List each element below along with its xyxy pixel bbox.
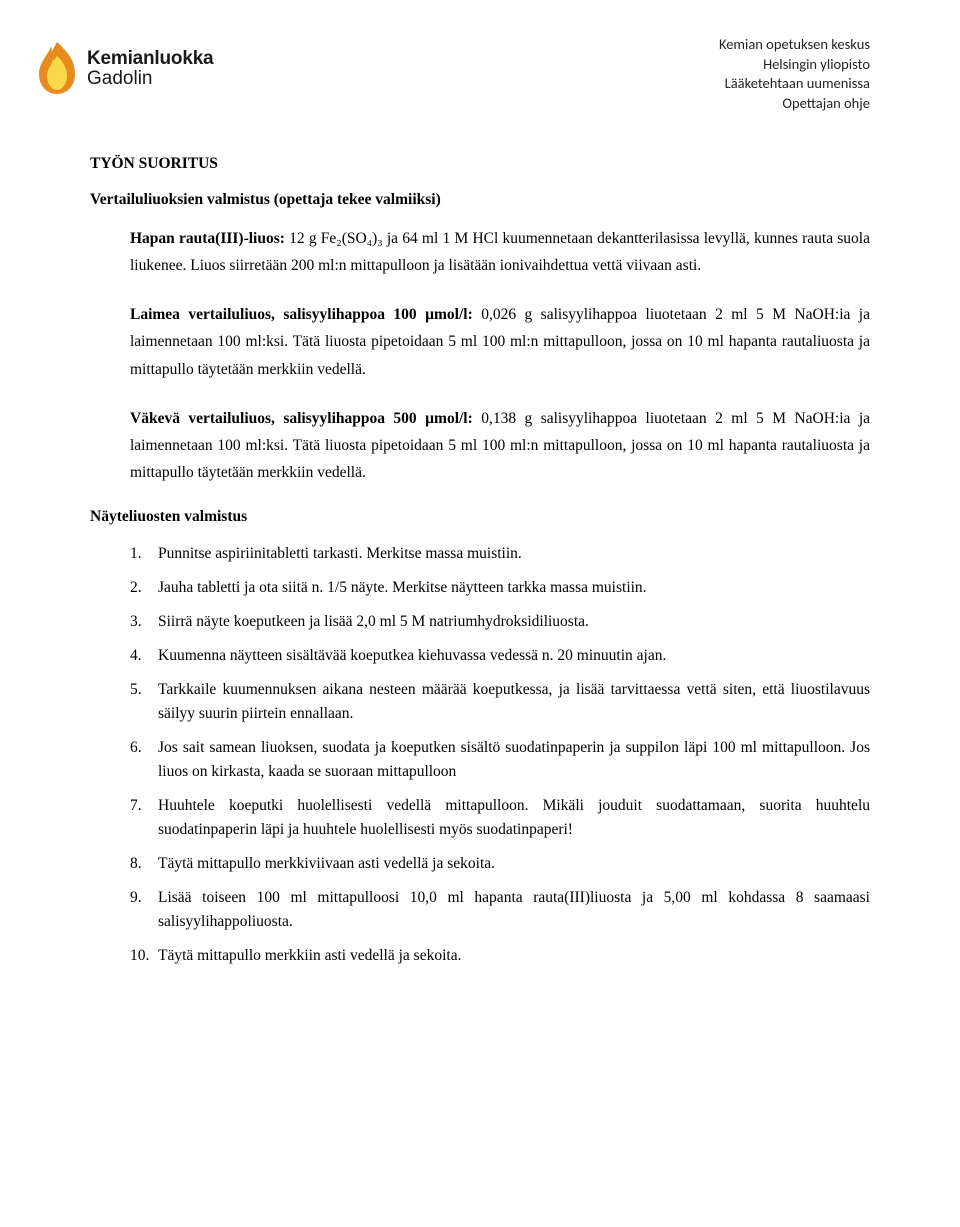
step-item: Täytä mittapullo merkkiviivaan asti vede… [130, 852, 870, 876]
header-right-line: Kemian opetuksen keskus [719, 35, 870, 55]
flame-icon [35, 40, 79, 96]
paragraph-vakeva: Väkevä vertailuliuos, salisyylihappoa 50… [130, 405, 870, 486]
step-item: Huuhtele koeputki huolellisesti vedellä … [130, 794, 870, 842]
header-right-line: Opettajan ohje [719, 94, 870, 114]
paragraph-hapan-rauta: Hapan rauta(III)-liuos: 12 g Fe₂(SO₄)₃ j… [130, 225, 870, 279]
sub-heading-2: Näyteliuosten valmistus [90, 508, 870, 526]
logo: Kemianluokka Gadolin [35, 40, 225, 120]
page-header: Kemianluokka Gadolin Kemian opetuksen ke… [90, 40, 870, 135]
step-item: Täytä mittapullo merkkiin asti vedellä j… [130, 944, 870, 968]
step-item: Punnitse aspiriinitabletti tarkasti. Mer… [130, 542, 870, 566]
para2-runin: Laimea vertailuliuos, salisyylihappoa 10… [130, 306, 473, 323]
logo-text-line2: Gadolin [87, 68, 213, 90]
header-right-line: Lääketehtaan uumenissa [719, 74, 870, 94]
step-item: Siirrä näyte koeputkeen ja lisää 2,0 ml … [130, 610, 870, 634]
logo-text-line1: Kemianluokka [87, 48, 213, 70]
step-item: Lisää toiseen 100 ml mittapulloosi 10,0 … [130, 886, 870, 934]
header-right-block: Kemian opetuksen keskus Helsingin yliopi… [719, 35, 870, 113]
header-right-line: Helsingin yliopisto [719, 55, 870, 75]
para3-runin: Väkevä vertailuliuos, salisyylihappoa 50… [130, 410, 473, 427]
section-heading: TYÖN SUORITUS [90, 155, 870, 173]
step-item: Jauha tabletti ja ota siitä n. 1/5 näyte… [130, 576, 870, 600]
steps-list: Punnitse aspiriinitabletti tarkasti. Mer… [130, 542, 870, 968]
step-item: Jos sait samean liuoksen, suodata ja koe… [130, 736, 870, 784]
paragraph-laimea: Laimea vertailuliuos, salisyylihappoa 10… [130, 301, 870, 382]
para1-runin: Hapan rauta(III)-liuos: [130, 230, 285, 247]
sub-heading-1: Vertailuliuoksien valmistus (opettaja te… [90, 191, 870, 209]
step-item: Kuumenna näytteen sisältävää koeputkea k… [130, 644, 870, 668]
step-item: Tarkkaile kuumennuksen aikana nesteen mä… [130, 678, 870, 726]
